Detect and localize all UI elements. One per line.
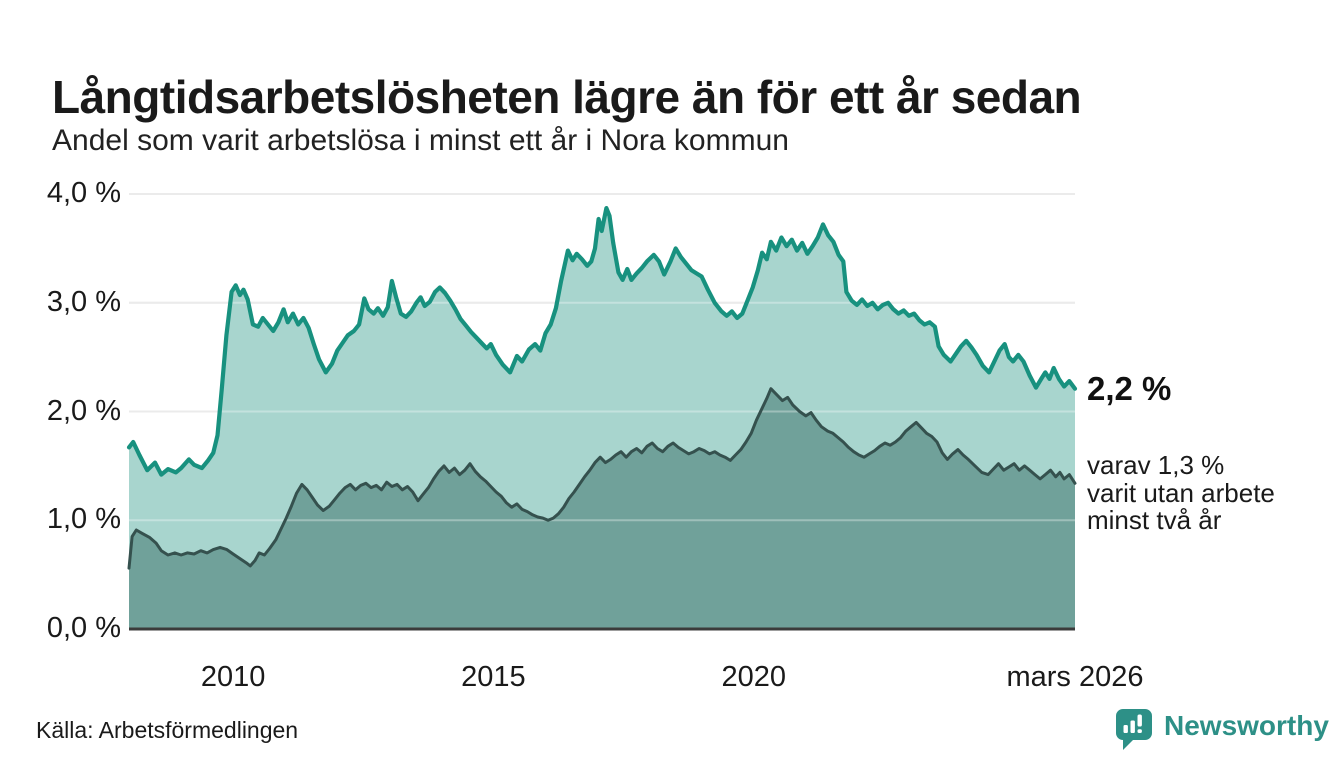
y-tick-label: 3,0 % — [46, 285, 121, 318]
x-tick-label: 2010 — [200, 661, 266, 693]
page-title: Långtidsarbetslösheten lägre än för ett … — [52, 70, 1082, 123]
y-tick-label: 1,0 % — [46, 503, 121, 536]
secondary-annotation: varav 1,3 % varit utan arbete minst två … — [1087, 450, 1275, 535]
y-tick-label: 2,0 % — [46, 394, 121, 427]
newsworthy-wordmark: Newsworthy — [1164, 710, 1329, 741]
chart-subtitle: Andel som varit arbetslösa i minst ett å… — [52, 124, 789, 157]
line-total — [126, 206, 1078, 477]
area-two-years — [129, 388, 1075, 629]
newsworthy-logo-icon — [1116, 709, 1152, 750]
secondary-annotation-line: minst två år — [1087, 505, 1222, 535]
x-tick-label: 2020 — [721, 661, 787, 693]
secondary-annotation-line: varav 1,3 % — [1087, 450, 1225, 480]
y-tick-label: 4,0 % — [46, 177, 121, 209]
x-tick-label: mars 2026 — [1006, 661, 1144, 693]
y-tick-label: 0,0 % — [46, 612, 121, 644]
x-tick-label: 2015 — [461, 661, 526, 693]
line-two-years — [127, 387, 1077, 570]
secondary-annotation-line: varit utan arbete — [1087, 477, 1275, 508]
latest-value-label: 2,2 % — [1087, 370, 1172, 407]
newsworthy-logo: Newsworthy — [1115, 708, 1329, 752]
source-credit: Källa: Arbetsförmedlingen — [36, 717, 299, 743]
